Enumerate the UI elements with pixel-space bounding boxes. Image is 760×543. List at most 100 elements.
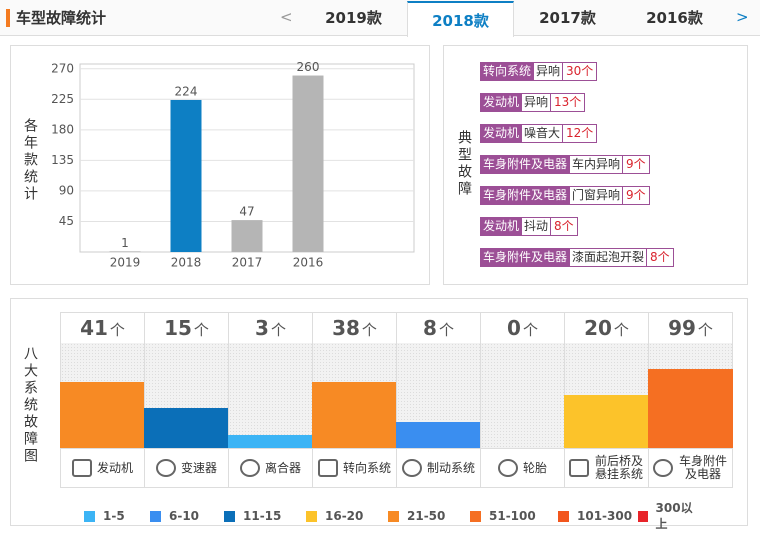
legend-label: 16-20 <box>325 509 364 523</box>
faults-panel <box>443 45 748 285</box>
count-unit: 个 <box>109 321 125 339</box>
system-bar <box>60 382 145 448</box>
icon-cell: 发动机 <box>60 448 145 488</box>
y-tick-label: 45 <box>59 214 74 228</box>
system-name: 离合器 <box>264 460 301 475</box>
system-bar <box>144 408 229 448</box>
icon-cell: 前后桥及悬挂系统 <box>564 448 649 488</box>
legend-swatch <box>558 510 569 522</box>
legend-item: 21-50 <box>388 500 470 532</box>
fault-row: 车身附件及电器 漆面起泡开裂 8个 <box>480 248 674 267</box>
legend-label: 6-10 <box>169 509 200 523</box>
count-unit: 个 <box>193 321 209 339</box>
count-cell: 38 个 <box>312 312 397 344</box>
bar <box>292 75 324 252</box>
bar-area <box>480 343 565 449</box>
count-number: 3 <box>255 316 269 340</box>
fault-count: 12个 <box>563 124 598 143</box>
fault-name: 漆面起泡开裂 <box>570 248 648 267</box>
legend-item: 1-5 <box>84 500 150 532</box>
fault-name: 异响 <box>522 93 552 112</box>
fault-name: 抖动 <box>522 217 552 236</box>
fault-row: 车身附件及电器 车内异响 9个 <box>480 155 650 174</box>
legend-item: 101-300 <box>558 500 638 532</box>
header-title: 车型故障统计 <box>16 9 107 27</box>
system-name: 制动系统 <box>426 460 475 475</box>
system-bar <box>396 421 481 448</box>
fault-system: 发动机 <box>480 217 523 236</box>
y-tick-label: 225 <box>51 92 74 106</box>
fault-name: 异响 <box>534 62 564 81</box>
legend-label: 300以上 <box>655 501 693 531</box>
next-arrow[interactable]: > <box>736 8 749 26</box>
fault-row: 发动机 异响 13个 <box>480 93 586 112</box>
fault-system: 车身附件及电器 <box>480 186 571 205</box>
legend-swatch <box>470 510 481 522</box>
tab[interactable]: 2019款 <box>325 9 382 27</box>
tab[interactable]: 2017款 <box>539 9 596 27</box>
system-icon <box>239 459 260 477</box>
tab[interactable]: 2016款 <box>646 9 703 27</box>
count-unit: 个 <box>270 321 286 339</box>
fault-count: 9个 <box>623 155 650 174</box>
fault-name: 噪音大 <box>522 124 564 143</box>
legend-item: 300以上 <box>638 500 698 532</box>
fault-count: 30个 <box>563 62 598 81</box>
count-cell: 20 个 <box>564 312 649 344</box>
system-name: 车身附件及电器 <box>678 454 727 481</box>
icon-cell: 轮胎 <box>480 448 565 488</box>
y-axis-label: 各年款统计 <box>22 118 38 203</box>
count-number: 8 <box>423 316 437 340</box>
x-tick-label: 2016 <box>293 256 324 270</box>
fault-row: 发动机 抖动 8个 <box>480 217 578 236</box>
legend-swatch <box>638 510 648 522</box>
count-number: 99 <box>668 316 696 340</box>
legend-label: 51-100 <box>489 509 536 523</box>
fault-count: 8个 <box>647 248 674 267</box>
system-bar <box>648 368 733 448</box>
icon-cell: 车身附件及电器 <box>648 448 733 488</box>
y-tick-label: 270 <box>51 61 74 75</box>
system-icon <box>653 459 673 477</box>
legend-item: 51-100 <box>470 500 558 532</box>
fault-row: 转向系统 异响 30个 <box>480 62 598 81</box>
x-tick-label: 2018 <box>171 256 202 270</box>
tab[interactable]: 2018款 <box>407 1 514 37</box>
bar <box>170 99 202 252</box>
legend-swatch <box>224 510 235 522</box>
x-tick-label: 2019 <box>110 256 141 270</box>
count-number: 41 <box>80 316 108 340</box>
y-tick-label: 90 <box>59 183 74 197</box>
count-unit: 个 <box>361 321 377 339</box>
system-bar <box>564 395 649 448</box>
icon-cell: 离合器 <box>228 448 313 488</box>
legend-item: 6-10 <box>150 500 224 532</box>
x-tick-label: 2017 <box>232 256 263 270</box>
bar <box>231 220 263 252</box>
system-icon <box>401 459 422 477</box>
prev-arrow[interactable]: < <box>280 8 293 26</box>
value-label: 1 <box>121 236 129 250</box>
systems-label: 八大系统故障图 <box>22 346 38 465</box>
count-number: 38 <box>332 316 360 340</box>
fault-name: 门窗异响 <box>570 186 624 205</box>
system-name: 转向系统 <box>342 460 391 475</box>
y-tick-label: 180 <box>51 122 74 136</box>
fault-system: 车身附件及电器 <box>480 248 571 267</box>
count-cell: 99 个 <box>648 312 733 344</box>
fault-row: 车身附件及电器 门窗异响 9个 <box>480 186 650 205</box>
fault-name: 车内异响 <box>570 155 624 174</box>
count-number: 0 <box>507 316 521 340</box>
icon-cell: 制动系统 <box>396 448 481 488</box>
legend-item: 16-20 <box>306 500 388 532</box>
system-icon <box>71 459 92 477</box>
count-cell: 41 个 <box>60 312 145 344</box>
system-icon <box>569 459 589 477</box>
count-unit: 个 <box>697 321 713 339</box>
system-icon <box>497 459 518 477</box>
